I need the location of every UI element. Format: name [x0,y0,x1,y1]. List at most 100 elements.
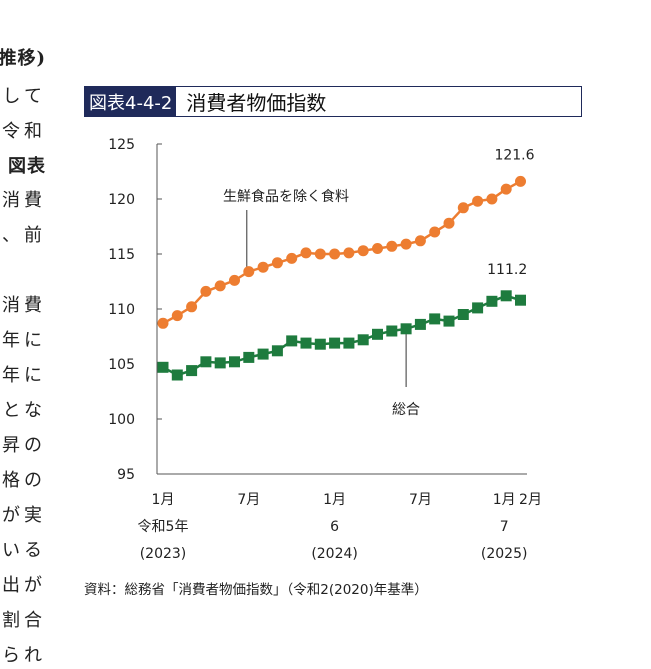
data-point [500,183,512,195]
data-point [200,285,212,297]
data-point [429,226,441,238]
figure-title-box: 図表4-4-2 消費者物価指数 [84,86,582,117]
data-point [271,345,283,357]
y-tick-label: 100 [108,412,135,428]
x-tick-label: 1月 [152,492,175,508]
x-tick-label: 7月 [409,492,432,508]
data-point [443,315,455,327]
body-text-line: られ [2,645,46,666]
data-point [314,338,326,350]
data-point [300,337,312,349]
body-text-line: 昇の [2,435,46,456]
data-point [457,309,469,320]
series-layer [157,175,526,381]
data-point [515,294,526,306]
figure-label: 図表4-4-2 [85,87,177,116]
food-series-label: 生鮮食品を除く食料 [223,188,349,205]
body-text-line: 消費 [2,190,46,211]
data-point [429,313,441,325]
data-point [486,295,498,307]
data-point [400,238,412,250]
x-tick-label: (2025) [481,546,528,562]
y-tick-label: 105 [108,357,135,373]
data-point [357,334,369,346]
data-point [500,290,512,302]
x-tick-label: 令和5年 [138,519,189,535]
data-point [229,356,240,368]
body-text-line: 割合 [2,610,46,631]
body-text-line: 格の [2,470,46,491]
body-text-line: が実 [2,505,46,526]
y-tick-label: 110 [108,302,135,318]
data-point [186,301,198,313]
data-point [386,240,398,252]
food-value-annotation: 121.6 [494,147,534,163]
body-text-line: 年に [2,365,46,386]
source-note: 資料：総務省「消費者物価指数」（令和2(2020)年基準） [84,582,428,598]
data-point [515,175,526,187]
total-value-annotation: 111.2 [487,262,527,278]
data-point [257,261,269,273]
data-point [157,361,169,373]
data-point [214,280,226,292]
data-point [486,193,498,205]
data-point [314,248,326,260]
data-point [171,369,183,381]
x-tick-label: (2023) [140,546,187,562]
data-point [300,247,312,259]
data-point [329,337,341,349]
x-tick-label: 7 [500,519,509,535]
data-point [386,325,398,337]
y-tick-label: 115 [108,247,135,263]
y-tick-label: 125 [108,137,135,153]
figure-title: 消費者物価指数 [186,91,327,115]
data-point [414,318,426,330]
data-point [243,351,255,363]
data-point [243,266,255,278]
data-point [214,357,226,369]
data-point [329,248,341,260]
body-text-line: 図表 [8,156,46,177]
body-text-line: 消費 [2,295,46,316]
data-point [229,274,240,286]
y-tick-label: 120 [108,192,135,208]
body-text-line: して [2,86,46,107]
data-point [171,310,183,322]
body-text-line: 、前 [2,225,46,246]
data-point [357,245,369,257]
x-tick-label: (2024) [311,546,358,562]
data-point [443,217,455,229]
data-point [343,337,355,349]
x-tick-label: 7月 [237,492,260,508]
y-tick-label: 95 [117,467,135,483]
series-annotations: 121.6 111.2 [487,147,534,277]
x-tick-label: 6 [330,519,339,535]
data-point [472,302,484,314]
data-point [372,328,383,340]
data-point [286,252,298,264]
data-point [414,235,426,247]
body-text-line: とな [2,400,46,421]
data-point [457,202,469,214]
x-tick-label: 1月 [323,492,346,508]
data-point [271,257,283,269]
data-point [472,195,484,207]
x-tick-label: 1月 [493,492,516,508]
data-point [257,348,269,360]
data-point [200,356,212,368]
data-point [400,323,412,335]
data-point [343,247,355,259]
body-text-line: 年に [2,330,46,351]
data-point [286,335,298,347]
data-point [157,317,169,329]
data-point [186,365,198,377]
total-series-label: 総合 [392,402,420,418]
data-point [372,243,383,254]
body-text-line: 令和 [2,121,46,142]
y-tick-labels: 95 100 105 110 115 120 125 [108,137,162,483]
body-text-line: 推移) [0,48,46,69]
x-tick-label: 2月 [519,492,542,508]
